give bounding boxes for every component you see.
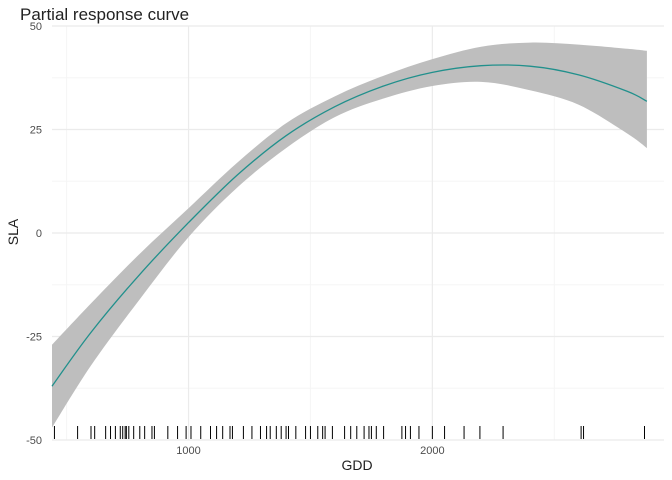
y-axis-label: SLA — [5, 218, 21, 245]
chart-title: Partial response curve — [20, 5, 189, 24]
y-tick-label: 0 — [36, 228, 42, 240]
rug-marks — [53, 426, 645, 439]
y-tick-label: 25 — [30, 125, 42, 137]
x-tick-label: 2000 — [420, 445, 444, 457]
fitted-curve-line — [51, 64, 648, 387]
x-axis-ticks: 1000 2000 — [176, 445, 444, 457]
y-tick-label: -25 — [26, 332, 42, 344]
y-tick-label: 50 — [30, 21, 42, 33]
confidence-band — [52, 42, 647, 428]
x-tick-label: 1000 — [176, 445, 200, 457]
x-axis-label: GDD — [341, 457, 372, 473]
y-tick-label: -50 — [26, 435, 42, 447]
y-axis-ticks: -50 -25 0 25 50 — [26, 21, 42, 447]
